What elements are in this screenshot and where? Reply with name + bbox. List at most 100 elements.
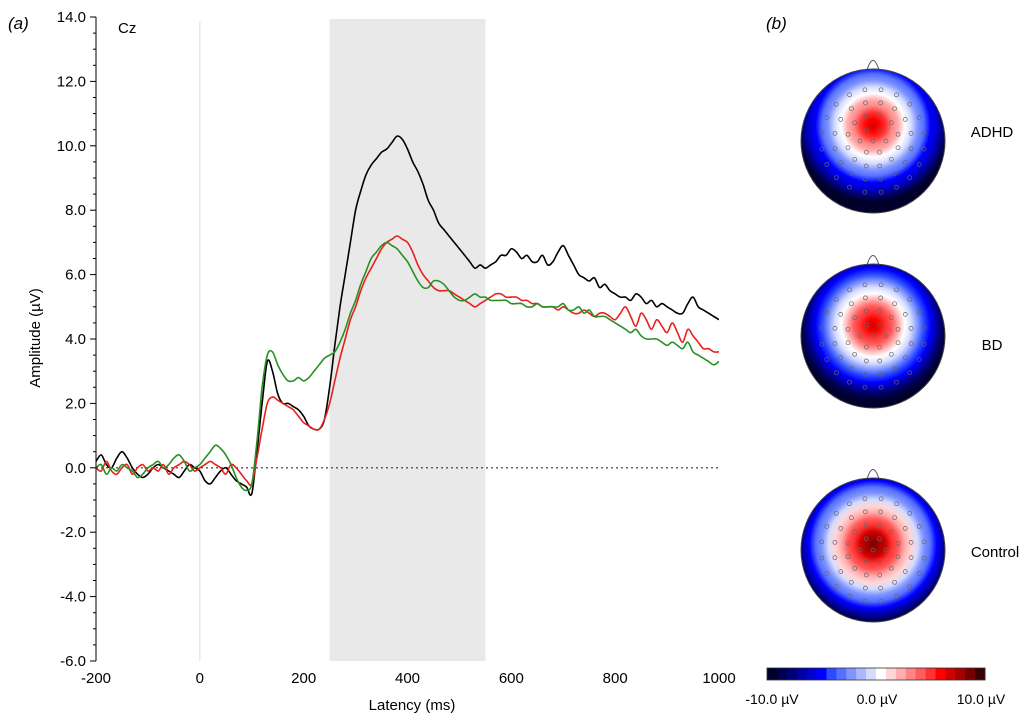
electrode-marker: [894, 501, 899, 507]
electrode-marker: [863, 522, 869, 528]
electrode-marker: [888, 120, 894, 126]
electrode-marker: [916, 571, 922, 576]
x-tick-label: 800: [603, 670, 628, 687]
electrode-marker: [878, 496, 884, 502]
electrode-marker: [863, 100, 868, 106]
electrode-marker: [895, 340, 901, 346]
electrode-marker: [916, 524, 922, 529]
electrode-marker: [888, 315, 894, 321]
analysis-window-shade: [329, 19, 486, 661]
colorbar-swatch: [925, 668, 936, 680]
electrode-marker: [819, 146, 825, 152]
electrode-marker: [888, 351, 894, 357]
electrode-marker: [895, 326, 901, 332]
electrode-marker: [832, 131, 838, 136]
x-tick-label: 1000: [702, 670, 735, 687]
y-tick-label: -2.0: [60, 524, 86, 541]
electrode-marker: [892, 170, 897, 176]
electrode-marker: [852, 565, 858, 571]
electrode-marker: [845, 540, 851, 546]
electrode-marker: [877, 163, 883, 169]
electrode-marker: [852, 156, 858, 162]
electrode-marker: [888, 156, 894, 162]
electrode-marker: [864, 322, 869, 328]
electrode-marker: [894, 593, 899, 599]
electrode-marker: [921, 146, 927, 152]
topomap-head: [800, 68, 946, 214]
electrode-marker: [892, 579, 897, 585]
electrode-marker: [878, 189, 884, 195]
x-tick-label: -200: [81, 670, 111, 687]
head-nose: [866, 255, 880, 266]
colorbar-swatch: [965, 668, 976, 680]
electrode-marker: [902, 355, 908, 360]
electrode-marker: [892, 106, 897, 112]
electrode-marker: [907, 510, 913, 516]
electrode-marker: [921, 130, 927, 136]
electrode-marker: [849, 515, 854, 521]
electrode-marker: [857, 333, 863, 339]
electrode-marker: [902, 117, 908, 122]
electrode-marker: [862, 282, 868, 288]
electrode-marker: [916, 357, 922, 362]
electrode-marker: [863, 358, 869, 364]
electrode-marker: [847, 184, 852, 190]
electrode-marker: [894, 287, 899, 293]
electrode-marker: [908, 146, 914, 151]
electrode-marker: [833, 296, 839, 302]
electrode-marker: [878, 371, 883, 377]
electrode-marker: [877, 308, 883, 314]
electrode-marker: [907, 175, 913, 181]
electrode-marker: [864, 558, 869, 564]
electrode-marker: [845, 145, 851, 151]
topomap-group-label: BD: [982, 337, 1003, 354]
electrode-marker: [845, 340, 851, 346]
electrode-marker: [902, 569, 908, 574]
colorbar-swatch: [895, 668, 907, 680]
electrode-marker: [862, 87, 868, 93]
topomap-group-label: Control: [971, 544, 1019, 561]
x-tick-label: 0: [196, 670, 204, 687]
electrode-marker: [845, 131, 851, 137]
electrode-marker: [819, 325, 825, 331]
electrode-marker: [819, 130, 825, 136]
electrode-marker: [863, 585, 868, 591]
electrode-marker: [824, 357, 830, 362]
colorbar-swatch: [826, 668, 837, 680]
electrode-marker: [864, 149, 869, 155]
topomap-adhd: ADHD: [800, 60, 1013, 214]
electrode-marker: [883, 333, 889, 339]
electrode-marker: [838, 526, 844, 531]
electrode-marker: [833, 101, 839, 107]
electrode-marker: [877, 536, 882, 542]
electrode-marker: [847, 287, 852, 293]
electrode-marker: [849, 170, 854, 176]
electrode-marker: [907, 584, 913, 590]
electrode-marker: [921, 555, 927, 561]
electrode-marker: [863, 113, 869, 119]
colorbar-frame: [766, 667, 986, 681]
electrode-marker: [845, 554, 851, 560]
electrode-marker: [863, 176, 868, 182]
colorbar-swatch: [935, 668, 946, 680]
electrode-marker: [852, 315, 858, 321]
electrode-marker: [894, 92, 899, 98]
electrode-marker: [849, 365, 854, 371]
electrode-marker: [895, 145, 901, 151]
electrode-marker: [877, 127, 882, 133]
colorbar-swatch: [796, 668, 808, 680]
erp-series-line-2: [96, 235, 719, 487]
colorbar-swatch: [846, 668, 857, 680]
electrode-marker: [908, 341, 914, 346]
electrode-marker: [902, 312, 908, 317]
y-tick-label: 6.0: [65, 267, 86, 284]
colorbar-swatch: [955, 668, 966, 680]
colorbar-min-label: -10.0 µV: [745, 691, 799, 707]
electrode-marker: [847, 92, 852, 98]
electrode-marker: [878, 509, 883, 515]
electrode-marker: [862, 189, 868, 195]
electrode-marker: [883, 547, 889, 553]
electrode-marker: [870, 547, 876, 553]
colorbar-swatch: [915, 668, 927, 680]
head-nose: [866, 469, 880, 480]
